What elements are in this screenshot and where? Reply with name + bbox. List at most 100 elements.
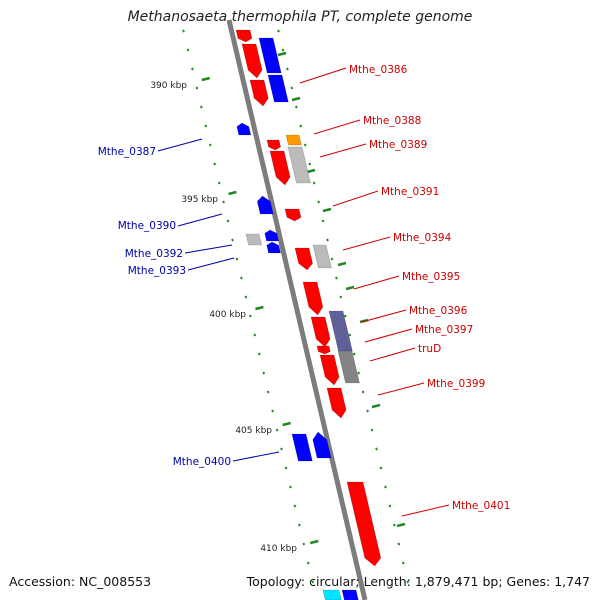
- gene-blue-upper: [258, 37, 282, 74]
- gene-label-mthe-0401: Mthe_0401: [452, 500, 510, 512]
- tick-right: [326, 238, 329, 242]
- tick-right: [330, 257, 334, 261]
- feature-grey-0394: [312, 244, 332, 269]
- gene-mthe-0387: [236, 122, 252, 136]
- tick-left: [289, 485, 292, 489]
- gene-label-mthe-0387: Mthe_0387: [98, 146, 156, 158]
- leader-line: [177, 213, 223, 227]
- leader-line: [364, 328, 413, 343]
- tick-left: [293, 504, 297, 508]
- tick-right: [348, 333, 352, 337]
- feature-orange: [285, 134, 302, 146]
- tick-right: [281, 48, 285, 52]
- tick-right: [277, 29, 280, 33]
- tick-left: [240, 276, 243, 280]
- labels: 390 kbp 395 kbp 400 kbp 405 kbp 410 kbp …: [98, 64, 511, 554]
- major-tick: [322, 207, 332, 213]
- leader-line: [332, 190, 379, 207]
- gene-label-mthe-0393: Mthe_0393: [128, 265, 186, 277]
- leader-line: [377, 382, 425, 396]
- gene-mthe-0400: [312, 431, 332, 459]
- tick-left: [222, 200, 225, 204]
- leader-line: [232, 451, 280, 462]
- tick-left: [284, 466, 288, 470]
- leader-line: [401, 504, 450, 517]
- leader-line: [361, 309, 407, 323]
- tick-left: [191, 67, 194, 71]
- tick-left: [306, 561, 310, 565]
- gene-label-mthe-0394: Mthe_0394: [393, 232, 452, 244]
- tick-right: [379, 466, 383, 470]
- major-tick: [396, 522, 406, 528]
- gene-mthe-0400a: [291, 433, 313, 462]
- gene-label-mthe-0400: Mthe_0400: [173, 456, 231, 468]
- major-tick: [255, 305, 264, 311]
- gene-label-mthe-0396: Mthe_0396: [409, 305, 468, 317]
- leader-line: [369, 347, 416, 362]
- tick-left: [257, 352, 261, 356]
- tick-right: [321, 219, 325, 223]
- tick-right: [299, 124, 303, 128]
- major-tick: [201, 76, 211, 82]
- tick-right: [294, 105, 298, 109]
- tick-left: [195, 86, 199, 90]
- feature-cyan: [322, 589, 342, 600]
- tick-right: [335, 276, 338, 280]
- tick-right: [397, 542, 401, 546]
- ruler-label-400: 400 kbp: [209, 310, 246, 320]
- tick-right: [366, 409, 369, 413]
- gene-mthe-0385b: [241, 43, 263, 79]
- tick-right: [375, 447, 378, 451]
- tick-left: [186, 48, 190, 52]
- tick-left: [271, 409, 274, 413]
- tick-left: [248, 314, 252, 318]
- gene-mthe-0393: [266, 241, 281, 254]
- tick-right: [312, 181, 316, 185]
- genes: [235, 29, 382, 600]
- tick-right: [308, 162, 312, 166]
- tick-left: [253, 333, 257, 337]
- major-tick: [371, 403, 381, 409]
- tick-left: [226, 219, 230, 223]
- gene-mthe-0390: [256, 195, 274, 215]
- feature-blue-bottom: [341, 589, 359, 600]
- tick-left: [204, 124, 208, 128]
- ruler-label-390: 390 kbp: [150, 81, 187, 91]
- tick-right: [406, 580, 410, 584]
- gene-mthe-0388a: [266, 139, 281, 151]
- ruler-label-410: 410 kbp: [260, 544, 297, 554]
- tick-left: [231, 238, 234, 242]
- major-tick: [228, 190, 237, 196]
- major-tick: [309, 539, 319, 545]
- gene-mthe-0399: [326, 387, 347, 419]
- feature-grey-trud: [337, 350, 360, 384]
- gene-mthe-0389: [269, 150, 291, 186]
- genome-summary-text: Topology: circular; Length: 1,879,471 bp…: [246, 574, 590, 589]
- tick-left: [208, 143, 212, 147]
- gene-label-mthe-0395: Mthe_0395: [402, 271, 460, 283]
- gene-label-trud: truD: [418, 343, 441, 355]
- leader-line: [319, 143, 367, 158]
- gene-label-mthe-0399: Mthe_0399: [427, 378, 485, 390]
- tick-left: [266, 390, 270, 394]
- gene-mthe-0394: [294, 247, 313, 271]
- gene-label-mthe-0388: Mthe_0388: [363, 115, 421, 127]
- major-tick: [277, 51, 287, 57]
- gene-mthe-0397: [316, 345, 331, 355]
- gene-mthe-0396: [310, 316, 331, 348]
- tick-right: [370, 428, 374, 432]
- ruler-label-405: 405 kbp: [235, 426, 272, 436]
- tick-right: [339, 295, 343, 299]
- leader-line: [342, 236, 391, 251]
- gene-label-mthe-0390: Mthe_0390: [118, 220, 176, 232]
- tick-left: [275, 428, 279, 432]
- tick-left: [297, 523, 301, 527]
- gene-label-mthe-0397: Mthe_0397: [415, 324, 473, 336]
- tick-right: [392, 523, 396, 527]
- leader-line: [353, 275, 400, 290]
- gene-blue-lower: [267, 74, 289, 103]
- tick-left: [235, 257, 239, 261]
- leader-line: [184, 244, 233, 254]
- tick-right: [290, 86, 294, 90]
